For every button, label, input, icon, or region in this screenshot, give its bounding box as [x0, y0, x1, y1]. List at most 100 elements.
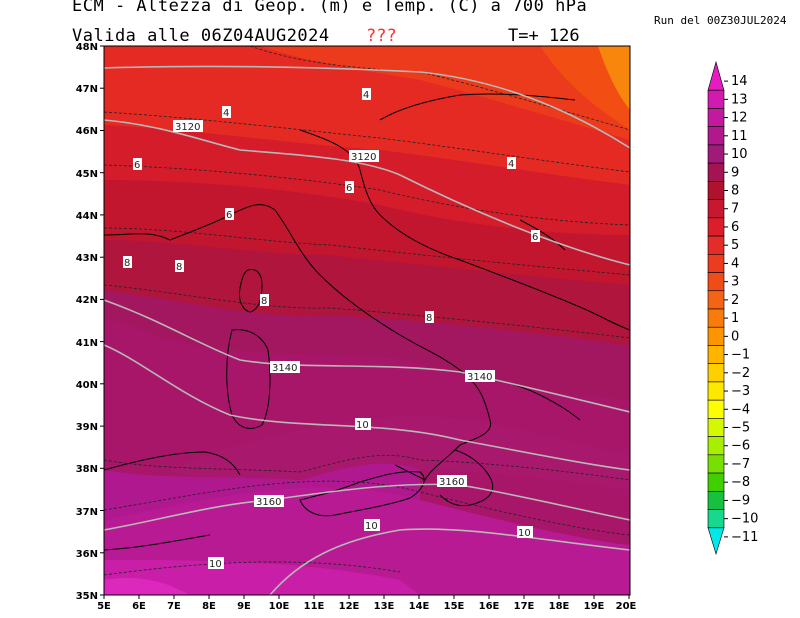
lon-tick-label: 10E: [269, 601, 290, 612]
svg-text:3120: 3120: [175, 122, 200, 133]
isohypse-label: 3140: [465, 370, 495, 383]
svg-text:6: 6: [134, 160, 140, 171]
colorbar-label: 11: [731, 129, 748, 144]
lon-tick-label: 16E: [479, 601, 500, 612]
svg-text:4: 4: [223, 108, 229, 119]
colorbar-swatch: [707, 108, 725, 127]
colorbar: 14131211109876543210−1−2−3−4−5−6−7−8−9−1…: [707, 60, 758, 556]
colorbar-swatch: [707, 436, 725, 456]
lon-tick-label: 8E: [202, 601, 216, 612]
colorbar-label: 7: [731, 202, 739, 217]
colorbar-swatch: [707, 509, 725, 529]
isohypse-label: 3160: [254, 495, 284, 508]
latitude-axis: 48N 47N 46N 45N 44N 43N 42N 41N 40N 39N …: [76, 42, 104, 602]
isotherm-label: 6: [225, 208, 234, 221]
colorbar-label: −6: [731, 439, 750, 454]
colorbar-label: −1: [731, 348, 750, 363]
lon-tick-label: 15E: [444, 601, 465, 612]
lat-tick-label: 44N: [76, 211, 98, 222]
colorbar-swatch: [707, 144, 725, 164]
lat-tick-label: 41N: [76, 338, 98, 349]
isotherm-label: 10: [517, 526, 533, 539]
lon-tick-label: 14E: [409, 601, 430, 612]
lat-tick-label: 36N: [76, 549, 98, 560]
lat-tick-label: 39N: [76, 422, 98, 433]
colorbar-label: 10: [731, 147, 748, 162]
colorbar-label: 6: [731, 220, 739, 235]
colorbar-label: 1: [731, 311, 739, 326]
unknown-marker: ???: [366, 26, 397, 46]
lon-tick-label: 19E: [584, 601, 605, 612]
isotherm-label: 4: [362, 88, 371, 101]
lat-tick-label: 42N: [76, 295, 98, 306]
svg-text:8: 8: [176, 262, 182, 273]
isotherm-label: 10: [208, 557, 224, 570]
colorbar-label: 2: [731, 293, 739, 308]
lat-tick-label: 45N: [76, 169, 98, 180]
colorbar-swatch: [707, 399, 725, 419]
svg-text:4: 4: [508, 159, 514, 170]
colorbar-swatch: [707, 345, 725, 364]
colorbar-swatch: [707, 290, 725, 310]
lat-tick-label: 38N: [76, 464, 98, 475]
colorbar-swatch: [707, 181, 725, 200]
isotherm-label: 8: [425, 311, 434, 324]
colorbar-swatch: [707, 89, 725, 109]
lat-tick-label: 48N: [76, 42, 98, 53]
isotherm-label: 6: [133, 158, 142, 171]
colorbar-swatch: [707, 162, 725, 182]
colorbar-swatch: [707, 60, 725, 91]
colorbar-swatch: [707, 418, 725, 437]
colorbar-label: 4: [731, 256, 739, 271]
isotherm-label: 8: [260, 294, 269, 307]
lat-tick-label: 43N: [76, 253, 98, 264]
map-frame: [103, 45, 631, 596]
colorbar-swatch: [707, 217, 725, 237]
colorbar-label: −4: [731, 402, 750, 417]
colorbar-label: 13: [731, 92, 748, 107]
lat-tick-label: 46N: [76, 126, 98, 137]
svg-text:3140: 3140: [272, 363, 297, 374]
colorbar-swatch: [707, 272, 725, 292]
lon-tick-label: 9E: [237, 601, 251, 612]
lon-tick-label: 12E: [339, 601, 360, 612]
colorbar-swatch: [707, 363, 725, 383]
longitude-axis: 5E 6E 7E 8E 9E 10E 11E 12E 13E 14E 15E 1…: [97, 595, 637, 612]
colorbar-label: 12: [731, 111, 748, 126]
isotherm-label: 10: [355, 418, 371, 431]
lon-tick-label: 20E: [616, 601, 637, 612]
colorbar-swatch: [707, 254, 725, 273]
colorbar-label: −9: [731, 493, 750, 508]
svg-text:10: 10: [356, 420, 369, 431]
coastlines: [104, 93, 630, 551]
isohypse-label: 3140: [270, 361, 300, 374]
isotherm-label: 6: [345, 181, 354, 194]
chart-title: ECM - Altezza di Geop. (m) e Temp. (C) a…: [72, 0, 588, 16]
colorbar-swatch: [707, 527, 725, 556]
colorbar-swatch: [707, 381, 725, 401]
colorbar-swatch: [707, 472, 725, 492]
colorbar-label: −2: [731, 366, 750, 381]
lon-tick-label: 6E: [132, 601, 146, 612]
geopotential-labels: 3120 3120 3140 3140 3160 3160: [173, 120, 495, 508]
colorbar-label: −11: [731, 530, 758, 545]
isohypse-label: 3160: [437, 475, 467, 488]
lon-tick-label: 18E: [549, 601, 570, 612]
colorbar-swatch: [707, 491, 725, 510]
svg-text:4: 4: [363, 90, 369, 101]
colorbar-swatch: [707, 126, 725, 146]
svg-text:8: 8: [261, 296, 267, 307]
colorbar-swatch: [707, 326, 725, 346]
lat-tick-label: 40N: [76, 380, 98, 391]
isotherm-label: 8: [123, 256, 132, 269]
svg-text:10: 10: [518, 528, 531, 539]
svg-text:10: 10: [365, 521, 378, 532]
isotherm-label: 8: [175, 260, 184, 273]
isohypse-label: 3120: [349, 150, 379, 163]
colorbar-label: 9: [731, 165, 739, 180]
lon-tick-label: 13E: [374, 601, 395, 612]
colorbar-label: 14: [731, 74, 748, 89]
colorbar-label: 5: [731, 238, 739, 253]
colorbar-swatch: [707, 454, 725, 474]
